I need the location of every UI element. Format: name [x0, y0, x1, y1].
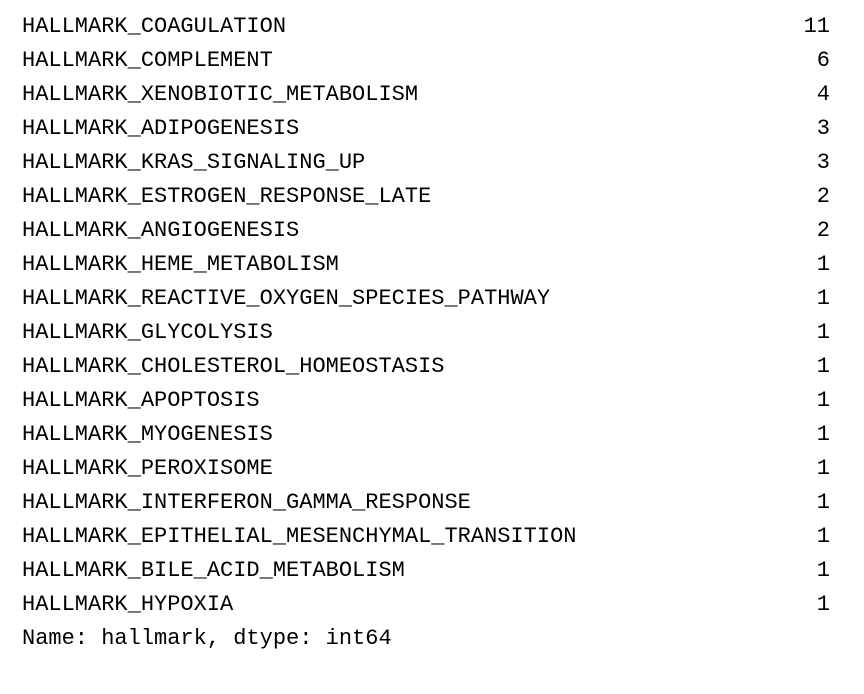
- row-count: 3: [816, 116, 830, 141]
- row-label: HALLMARK_HEME_METABOLISM: [22, 252, 339, 277]
- table-row: HALLMARK_REACTIVE_OXYGEN_SPECIES_PATHWAY…: [22, 282, 830, 316]
- row-count: 1: [816, 320, 830, 345]
- row-label: HALLMARK_CHOLESTEROL_HOMEOSTASIS: [22, 354, 445, 379]
- table-row: HALLMARK_ANGIOGENESIS 2: [22, 214, 830, 248]
- row-label: HALLMARK_PEROXISOME: [22, 456, 273, 481]
- row-count: 1: [816, 592, 830, 617]
- table-row: HALLMARK_COAGULATION 11: [22, 10, 830, 44]
- row-count: 1: [816, 456, 830, 481]
- row-count: 1: [816, 490, 830, 515]
- row-label: HALLMARK_REACTIVE_OXYGEN_SPECIES_PATHWAY: [22, 286, 551, 311]
- table-row: HALLMARK_HEME_METABOLISM 1: [22, 248, 830, 282]
- row-count: 1: [816, 524, 830, 549]
- table-row: HALLMARK_APOPTOSIS 1: [22, 384, 830, 418]
- table-row: HALLMARK_MYOGENESIS 1: [22, 418, 830, 452]
- row-label: HALLMARK_ANGIOGENESIS: [22, 218, 300, 243]
- row-count: 3: [816, 150, 830, 175]
- table-row: HALLMARK_GLYCOLYSIS 1: [22, 316, 830, 350]
- row-label: HALLMARK_COMPLEMENT: [22, 48, 273, 73]
- row-count: 1: [816, 558, 830, 583]
- row-label: HALLMARK_COAGULATION: [22, 14, 287, 39]
- row-count: 1: [816, 388, 830, 413]
- series-footer: Name: hallmark, dtype: int64: [22, 626, 392, 651]
- table-row: HALLMARK_PEROXISOME 1: [22, 452, 830, 486]
- table-row: HALLMARK_INTERFERON_GAMMA_RESPONSE 1: [22, 486, 830, 520]
- table-row: HALLMARK_ADIPOGENESIS 3: [22, 112, 830, 146]
- table-row: HALLMARK_XENOBIOTIC_METABOLISM 4: [22, 78, 830, 112]
- table-row: HALLMARK_HYPOXIA 1: [22, 588, 830, 622]
- row-label: HALLMARK_GLYCOLYSIS: [22, 320, 273, 345]
- table-row: HALLMARK_KRAS_SIGNALING_UP 3: [22, 146, 830, 180]
- table-row: HALLMARK_EPITHELIAL_MESENCHYMAL_TRANSITI…: [22, 520, 830, 554]
- row-count: 11: [803, 14, 830, 39]
- row-label: HALLMARK_HYPOXIA: [22, 592, 234, 617]
- row-count: 6: [816, 48, 830, 73]
- row-count: 2: [816, 218, 830, 243]
- row-count: 4: [816, 82, 830, 107]
- row-label: HALLMARK_ADIPOGENESIS: [22, 116, 300, 141]
- table-row: HALLMARK_CHOLESTEROL_HOMEOSTASIS 1: [22, 350, 830, 384]
- row-count: 1: [816, 286, 830, 311]
- row-label: HALLMARK_BILE_ACID_METABOLISM: [22, 558, 405, 583]
- row-label: HALLMARK_ESTROGEN_RESPONSE_LATE: [22, 184, 432, 209]
- row-label: HALLMARK_XENOBIOTIC_METABOLISM: [22, 82, 419, 107]
- row-label: HALLMARK_INTERFERON_GAMMA_RESPONSE: [22, 490, 471, 515]
- row-label: HALLMARK_KRAS_SIGNALING_UP: [22, 150, 366, 175]
- row-label: HALLMARK_MYOGENESIS: [22, 422, 273, 447]
- row-label: HALLMARK_APOPTOSIS: [22, 388, 260, 413]
- table-row: HALLMARK_COMPLEMENT 6: [22, 44, 830, 78]
- row-count: 1: [816, 252, 830, 277]
- series-output: HALLMARK_COAGULATION 11 HALLMARK_COMPLEME…: [22, 10, 830, 656]
- row-count: 1: [816, 354, 830, 379]
- row-count: 1: [816, 422, 830, 447]
- row-label: HALLMARK_EPITHELIAL_MESENCHYMAL_TRANSITI…: [22, 524, 577, 549]
- table-row: HALLMARK_BILE_ACID_METABOLISM 1: [22, 554, 830, 588]
- row-count: 2: [816, 184, 830, 209]
- table-row: HALLMARK_ESTROGEN_RESPONSE_LATE 2: [22, 180, 830, 214]
